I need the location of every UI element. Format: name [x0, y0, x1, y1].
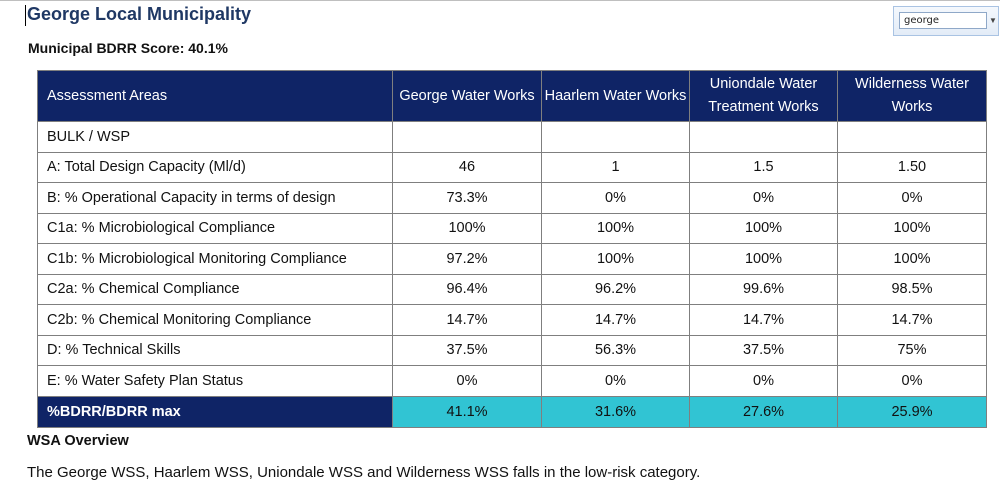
table-cell: 37.5%: [689, 334, 838, 366]
column-header: Haarlem Water Works: [541, 70, 690, 122]
search-input[interactable]: [899, 12, 987, 29]
page-title: George Local Municipality: [27, 4, 252, 24]
row-label: D: % Technical Skills: [37, 334, 393, 366]
table-cell: 14.7%: [689, 304, 838, 336]
column-header: Wilderness Water Works: [837, 70, 987, 122]
table-row: D: % Technical Skills 37.5% 56.3% 37.5% …: [37, 334, 987, 366]
top-border: [0, 0, 1000, 1]
footer-cell: 31.6%: [541, 395, 690, 428]
table-cell: 0%: [541, 365, 690, 397]
table-cell: 96.2%: [541, 273, 690, 305]
table-cell: 100%: [541, 212, 690, 244]
column-header: Uniondale Water Treatment Works: [689, 70, 838, 122]
text-cursor: [25, 5, 26, 26]
table-row: C2a: % Chemical Compliance 96.4% 96.2% 9…: [37, 273, 987, 305]
table-cell: 100%: [689, 212, 838, 244]
row-label: A: Total Design Capacity (Ml/d): [37, 151, 393, 183]
table-cell: 73.3%: [392, 182, 542, 214]
table-footer-row: %BDRR/BDRR max 41.1% 31.6% 27.6% 25.9%: [37, 395, 987, 428]
dropdown-arrow-icon[interactable]: ▼: [989, 16, 997, 25]
table-cell: 98.5%: [837, 273, 987, 305]
table-cell: 1.5: [689, 151, 838, 183]
overview-text: The George WSS, Haarlem WSS, Uniondale W…: [27, 464, 701, 481]
table-cell: 0%: [541, 182, 690, 214]
table-cell: 100%: [837, 212, 987, 244]
table-row: A: Total Design Capacity (Ml/d) 46 1 1.5…: [37, 151, 987, 183]
table-cell: 100%: [689, 243, 838, 275]
column-header: Assessment Areas: [37, 70, 393, 122]
table-cell: 96.4%: [392, 273, 542, 305]
table-cell: 0%: [837, 182, 987, 214]
footer-cell: 25.9%: [837, 395, 987, 428]
search-box: ▼: [893, 6, 999, 36]
overview-heading: WSA Overview: [27, 433, 129, 449]
footer-cell: 41.1%: [392, 395, 542, 428]
table-cell: 14.7%: [392, 304, 542, 336]
table-cell: 0%: [837, 365, 987, 397]
table-cell: 100%: [837, 243, 987, 275]
table-cell: [689, 121, 838, 153]
table-row: B: % Operational Capacity in terms of de…: [37, 182, 987, 214]
table-header-row: Assessment Areas George Water Works Haar…: [37, 70, 987, 122]
table-cell: 46: [392, 151, 542, 183]
footer-cell: 27.6%: [689, 395, 838, 428]
table-row: BULK / WSP: [37, 121, 987, 153]
bdrr-table: Assessment Areas George Water Works Haar…: [37, 70, 987, 428]
table-cell: 14.7%: [837, 304, 987, 336]
footer-label: %BDRR/BDRR max: [37, 395, 393, 428]
table-row: C2b: % Chemical Monitoring Compliance 14…: [37, 304, 987, 336]
table-cell: 97.2%: [392, 243, 542, 275]
table-cell: 0%: [689, 365, 838, 397]
table-cell: 99.6%: [689, 273, 838, 305]
column-header: George Water Works: [392, 70, 542, 122]
row-label: B: % Operational Capacity in terms of de…: [37, 182, 393, 214]
row-label: C2a: % Chemical Compliance: [37, 273, 393, 305]
row-label: C1a: % Microbiological Compliance: [37, 212, 393, 244]
table-cell: 100%: [392, 212, 542, 244]
table-cell: 14.7%: [541, 304, 690, 336]
table-row: C1a: % Microbiological Compliance 100% 1…: [37, 212, 987, 244]
row-label: BULK / WSP: [37, 121, 393, 153]
table-cell: 37.5%: [392, 334, 542, 366]
table-cell: [541, 121, 690, 153]
row-label: C1b: % Microbiological Monitoring Compli…: [37, 243, 393, 275]
table-row: C1b: % Microbiological Monitoring Compli…: [37, 243, 987, 275]
table-cell: 100%: [541, 243, 690, 275]
table-cell: 1: [541, 151, 690, 183]
row-label: C2b: % Chemical Monitoring Compliance: [37, 304, 393, 336]
table-cell: 75%: [837, 334, 987, 366]
table-cell: 0%: [392, 365, 542, 397]
municipal-score: Municipal BDRR Score: 40.1%: [28, 40, 228, 56]
table-cell: 0%: [689, 182, 838, 214]
row-label: E: % Water Safety Plan Status: [37, 365, 393, 397]
table-cell: 1.50: [837, 151, 987, 183]
table-cell: 56.3%: [541, 334, 690, 366]
table-cell: [392, 121, 542, 153]
table-cell: [837, 121, 987, 153]
table-row: E: % Water Safety Plan Status 0% 0% 0% 0…: [37, 365, 987, 397]
